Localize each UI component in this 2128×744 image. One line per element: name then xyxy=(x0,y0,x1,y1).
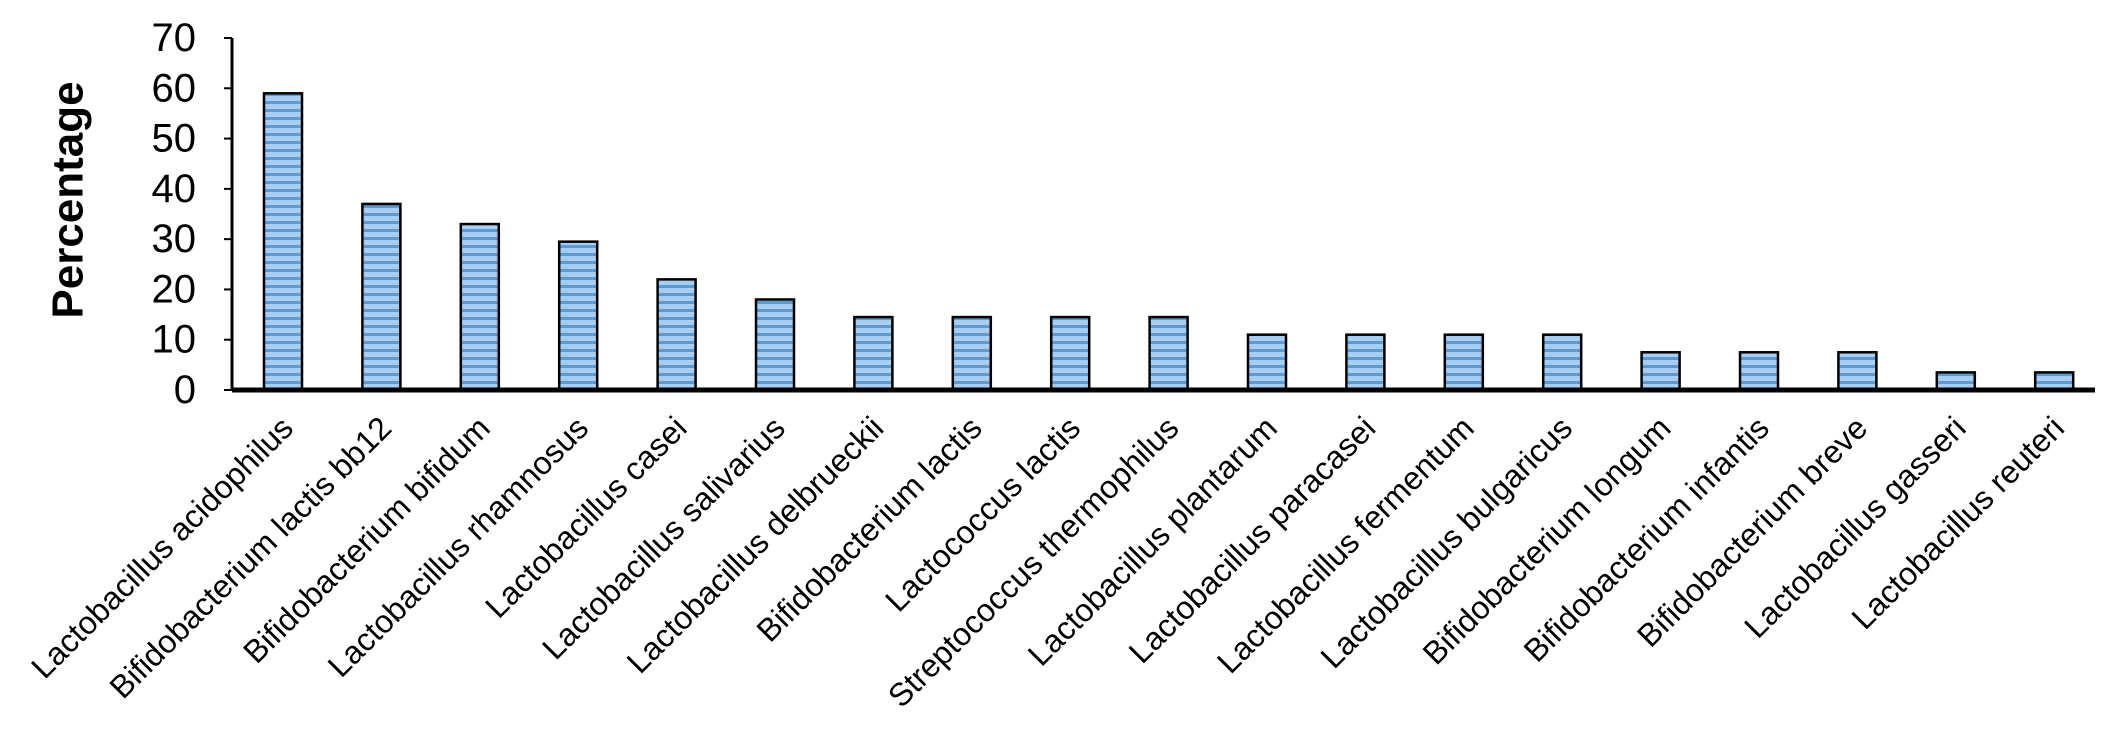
y-tick-label: 10 xyxy=(152,318,197,362)
bar xyxy=(1246,333,1288,392)
bar xyxy=(2033,371,2075,392)
bar xyxy=(1738,351,1780,392)
bar xyxy=(1345,333,1386,392)
y-axis-ticks: 0 10 20 30 40 50 60 70 xyxy=(152,16,232,412)
bar xyxy=(262,92,304,392)
x-axis-category-labels: Lactobacillus acidophilusBifidobacterium… xyxy=(24,409,2071,714)
bar xyxy=(1148,315,1189,392)
y-tick-label: 0 xyxy=(174,368,196,412)
y-tick-label: 40 xyxy=(152,167,197,211)
bar xyxy=(1443,333,1485,392)
y-tick-label: 50 xyxy=(152,117,197,161)
bar xyxy=(459,222,501,392)
y-axis-title: Percentage xyxy=(44,81,93,318)
y-tick-label: 70 xyxy=(152,16,197,60)
bar xyxy=(656,278,697,392)
y-tick-label: 20 xyxy=(152,267,197,311)
bar xyxy=(1935,371,1977,392)
y-tick-label: 60 xyxy=(152,66,197,110)
bar xyxy=(951,315,993,392)
y-tick-label: 30 xyxy=(152,217,197,261)
bar xyxy=(1049,315,1091,392)
bar xyxy=(754,298,796,392)
bar xyxy=(1541,333,1583,392)
bar xyxy=(361,202,402,392)
bars xyxy=(262,92,2075,392)
bar xyxy=(853,315,894,392)
bar xyxy=(1640,351,1681,392)
bar xyxy=(1837,351,1878,392)
bar xyxy=(557,240,599,392)
